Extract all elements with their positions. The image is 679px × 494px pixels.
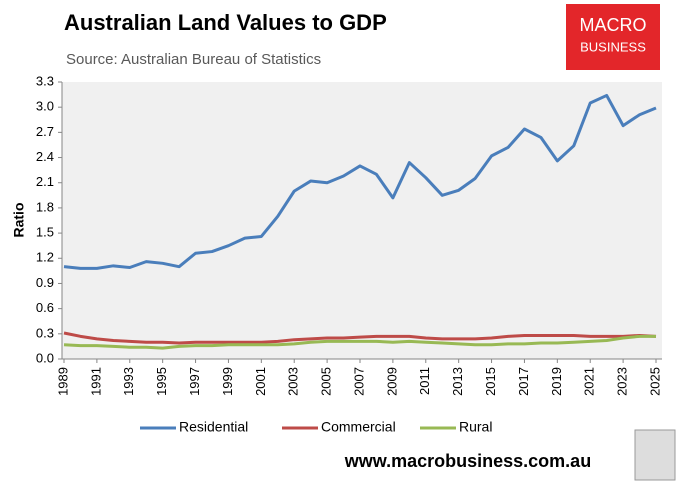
legend-label: Commercial: [321, 419, 396, 435]
y-tick-label: 1.8: [36, 199, 54, 214]
x-tick-label: 2003: [286, 367, 301, 396]
x-tick-label: 2019: [549, 367, 564, 396]
x-tick-label: 2023: [615, 367, 630, 396]
line-series: [63, 331, 657, 345]
y-axis-label: Ratio: [11, 203, 27, 238]
y-tick-label: 0.9: [36, 275, 54, 290]
y-tick-label: 0.3: [36, 325, 54, 340]
y-tick-label: 3.3: [36, 73, 54, 88]
line-series: [63, 334, 656, 350]
x-tick-label: 1991: [88, 367, 103, 396]
y-tick-label: 2.7: [36, 124, 54, 139]
wolf-icon: [634, 429, 676, 481]
y-tick-label: 1.2: [36, 250, 54, 265]
x-tick-label: 2009: [384, 367, 399, 396]
x-tick-label: 2005: [319, 367, 334, 396]
y-tick-label: 2.1: [36, 174, 54, 189]
x-tick-label: 2013: [450, 367, 465, 396]
logo: [566, 4, 660, 70]
x-tick-label: 2021: [582, 367, 597, 396]
x-tick-label: 1993: [121, 367, 136, 396]
x-tick-label: 2025: [647, 367, 662, 396]
x-tick-label: 2017: [516, 367, 531, 396]
x-tick-label: 2001: [253, 367, 268, 396]
x-tick-label: 1999: [220, 367, 235, 396]
y-tick-label: 2.4: [36, 149, 54, 164]
x-tick-label: 1995: [154, 367, 169, 396]
x-tick-label: 1989: [55, 367, 70, 396]
logo-text: MACRO: [580, 15, 647, 35]
x-tick-label: 2007: [351, 367, 366, 396]
y-tick-label: 0.0: [36, 350, 54, 365]
legend-label: Residential: [179, 419, 248, 435]
x-tick-label: 2011: [417, 367, 432, 395]
line-series: [63, 93, 657, 270]
y-tick-label: 3.0: [36, 99, 54, 114]
chart-title: Australian Land Values to GDP: [64, 10, 387, 35]
logo-text: BUSINESS: [580, 39, 646, 54]
y-tick-label: 1.5: [36, 225, 54, 240]
site-url: www.macrobusiness.com.au: [344, 451, 591, 471]
x-tick-label: 1997: [187, 367, 202, 396]
x-tick-label: 2015: [483, 367, 498, 396]
y-tick-label: 0.6: [36, 300, 54, 315]
plot-area: [62, 82, 662, 359]
legend-label: Rural: [459, 419, 492, 435]
chart-subtitle: Source: Australian Bureau of Statistics: [66, 51, 321, 68]
